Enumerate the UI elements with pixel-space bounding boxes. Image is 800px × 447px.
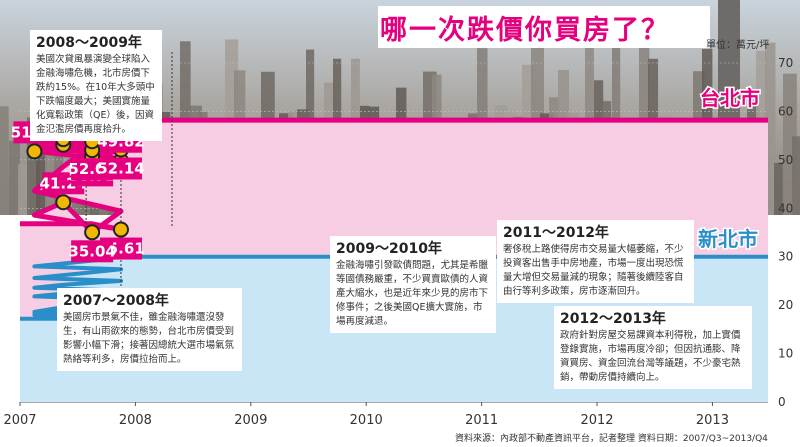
note-head: 2007～2008年 (63, 293, 169, 309)
x-tick-label: 2008 (119, 413, 152, 428)
x-tick-label: 2009 (234, 413, 267, 428)
note-head: 2011～2012年 (503, 225, 609, 241)
x-tick-label: 2007 (3, 413, 36, 428)
y-tick-label: 10 (778, 347, 793, 361)
note-2012-2013: 2012～2013年 政府針對房屋交易課資本利得稅，加上實價登錄實施，市場再度冷… (554, 306, 752, 389)
note-head: 2009～2010年 (336, 241, 442, 257)
note-head: 2008～2009年 (36, 35, 142, 51)
y-tick-label: 70 (778, 56, 793, 70)
building (774, 162, 783, 215)
x-tick-label: 2011 (465, 413, 498, 428)
unit-label: 單位：萬元/坪 (706, 40, 770, 51)
building (9, 140, 21, 215)
note-body: 政府針對房屋交易課資本利得稅，加上實價登錄實施，市場再度冷卻；但因抗通膨、降資買… (560, 330, 741, 383)
data-point-marker (26, 143, 43, 160)
taipei-line (20, 117, 768, 235)
note-body: 美國次貸風暴演變全球陷入金融海嘯危機，北市房價下跌約15%。在10年大多頭中下跌… (36, 54, 155, 135)
building (0, 106, 9, 215)
x-tick-label: 2013 (696, 413, 729, 428)
x-tick-label: 2010 (350, 413, 383, 428)
note-head: 2012～2013年 (560, 311, 666, 327)
y-tick-label: 20 (778, 298, 793, 312)
y-tick-label: 60 (778, 104, 793, 118)
note-body: 奢侈稅上路使得房市交易量大幅萎縮，不少投資客出售手中房地產，市場一度出現恐慌量大… (503, 244, 684, 297)
x-axis-tick-labels: 2007 2008 2009 2010 2011 2012 2013 (3, 402, 729, 428)
x-tick-label: 2012 (580, 413, 613, 428)
note-2011-2012: 2011～2012年 奢侈稅上路使得房市交易量大幅萎縮，不少投資客出售手中房地產… (497, 220, 694, 303)
title-banner (378, 6, 710, 48)
note-body: 美國房市景氣不佳，雖金融海嘯還沒發生，有山雨欲來的態勢，台北市房價受到影響小幅下… (63, 312, 235, 365)
data-label-box (71, 240, 114, 263)
data-point-marker (84, 224, 101, 241)
y-tick-label: 30 (778, 250, 793, 264)
data-point-marker (55, 194, 72, 211)
data-point-marker (112, 221, 129, 238)
note-2008-2009: 2008～2009年 美國次貸風暴演變全球陷入金融海嘯危機，北市房價下跌約15%… (30, 30, 162, 141)
note-body: 金融海嘯引發歐債問題，尤其是希臘等國債務嚴重，不少買賣歐債的人資產大縮水，也是近… (336, 260, 489, 327)
note-2009-2010: 2009～2010年 金融海嘯引發歐債問題，尤其是希臘等國債務嚴重，不少買賣歐債… (330, 236, 496, 333)
series-label-newtaipei: 新北市 (698, 227, 758, 251)
y-tick-label: 0 (778, 395, 786, 409)
data-label: 35.04 (68, 242, 115, 260)
building (18, 164, 30, 215)
note-2007-2008: 2007～2008年 美國房市景氣不佳，雖金融海嘯還沒發生，有山雨欲來的態勢，台… (57, 288, 242, 371)
chart-title: 哪一次跌價你買房了？ (380, 15, 670, 46)
building (792, 136, 800, 215)
series-label-taipei: 台北市 (700, 86, 760, 110)
y-tick-label: 40 (778, 201, 793, 215)
y-tick-label: 50 (778, 153, 793, 167)
source-note: 資料來源：內政部不動產資訊平台，記者整理 資料日期：2007/Q3~2013/Q… (455, 434, 768, 444)
y-axis-tick-labels: 0 10 20 30 40 50 60 70 (778, 56, 793, 409)
building (765, 42, 776, 215)
data-label-box (99, 157, 142, 180)
data-label: 52.14 (97, 159, 144, 177)
